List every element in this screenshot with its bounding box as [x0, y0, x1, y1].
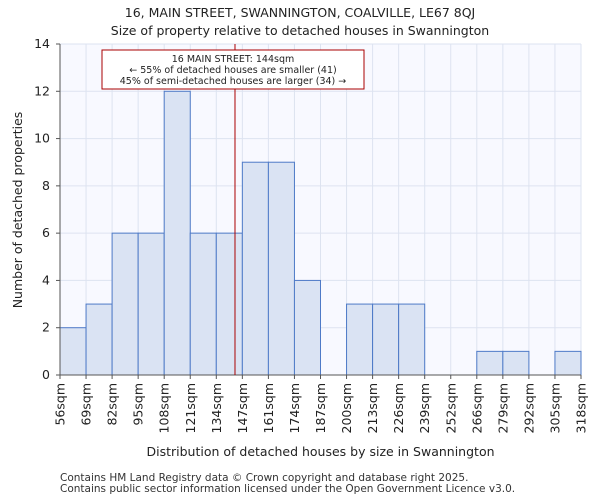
histogram-bar [346, 303, 374, 376]
histogram-bar [85, 303, 113, 376]
y-tick-label: 0 [42, 367, 50, 382]
x-tick-label: 226sqm [391, 383, 406, 433]
histogram-bar [502, 350, 530, 376]
histogram-bar [137, 232, 165, 376]
y-tick-label: 8 [42, 178, 50, 193]
histogram-bar [398, 303, 426, 376]
histogram-bar [293, 279, 322, 376]
x-tick-label: 279sqm [495, 383, 510, 433]
histogram-bar [163, 90, 191, 376]
x-tick-label: 239sqm [417, 383, 432, 433]
histogram-bar [554, 350, 582, 376]
annotation-box [101, 49, 365, 90]
x-tick-label: 108sqm [157, 383, 172, 433]
x-tick-label: 161sqm [261, 383, 276, 433]
y-tick-label: 10 [34, 131, 50, 146]
y-tick-label: 4 [42, 272, 50, 287]
x-tick-label: 266sqm [469, 383, 484, 433]
annotation-line: 16 MAIN STREET: 144sqm [172, 54, 295, 65]
x-tick-label: 252sqm [443, 383, 458, 433]
histogram-bar [215, 232, 243, 376]
histogram-bar [189, 232, 217, 376]
x-tick-label: 147sqm [235, 383, 250, 433]
annotation-line: ← 55% of detached houses are smaller (41… [129, 65, 336, 76]
x-tick-label: 318sqm [574, 383, 589, 433]
chart-title: 16, MAIN STREET, SWANNINGTON, COALVILLE,… [0, 4, 600, 40]
x-tick-label: 200sqm [339, 383, 354, 433]
x-tick-label: 69sqm [79, 383, 94, 426]
x-axis-label: Distribution of detached houses by size … [146, 444, 495, 459]
x-tick-label: 95sqm [131, 383, 146, 426]
x-tick-label: 174sqm [287, 383, 302, 433]
histogram-bar [267, 161, 295, 376]
y-tick-label: 14 [34, 36, 50, 51]
histogram-bar [372, 303, 400, 376]
x-tick-label: 56sqm [53, 383, 68, 426]
x-tick-label: 292sqm [521, 383, 536, 433]
chart-title-line1: 16, MAIN STREET, SWANNINGTON, COALVILLE,… [124, 5, 476, 20]
footer: Contains HM Land Registry data © Crown c… [60, 473, 515, 495]
y-tick-label: 2 [42, 320, 50, 335]
chart-title-line2: Size of property relative to detached ho… [110, 23, 490, 38]
histogram-bar [111, 232, 139, 376]
x-tick-label: 213sqm [365, 383, 380, 433]
x-tick-label: 305sqm [547, 383, 562, 433]
histogram-bar [59, 327, 87, 376]
x-tick-label: 121sqm [183, 383, 198, 433]
histogram-bar [476, 350, 504, 376]
footer-line2: Contains public sector information licen… [60, 483, 516, 495]
y-tick-label: 12 [34, 83, 50, 98]
x-tick-label: 187sqm [313, 383, 328, 433]
x-tick-label: 82sqm [105, 383, 120, 426]
histogram-bar [241, 161, 269, 376]
y-tick-label: 6 [42, 225, 50, 240]
annotation-line: 45% of semi-detached houses are larger (… [120, 76, 347, 87]
x-tick-label: 134sqm [209, 383, 224, 433]
footer-line1: Contains HM Land Registry data © Crown c… [60, 472, 469, 484]
